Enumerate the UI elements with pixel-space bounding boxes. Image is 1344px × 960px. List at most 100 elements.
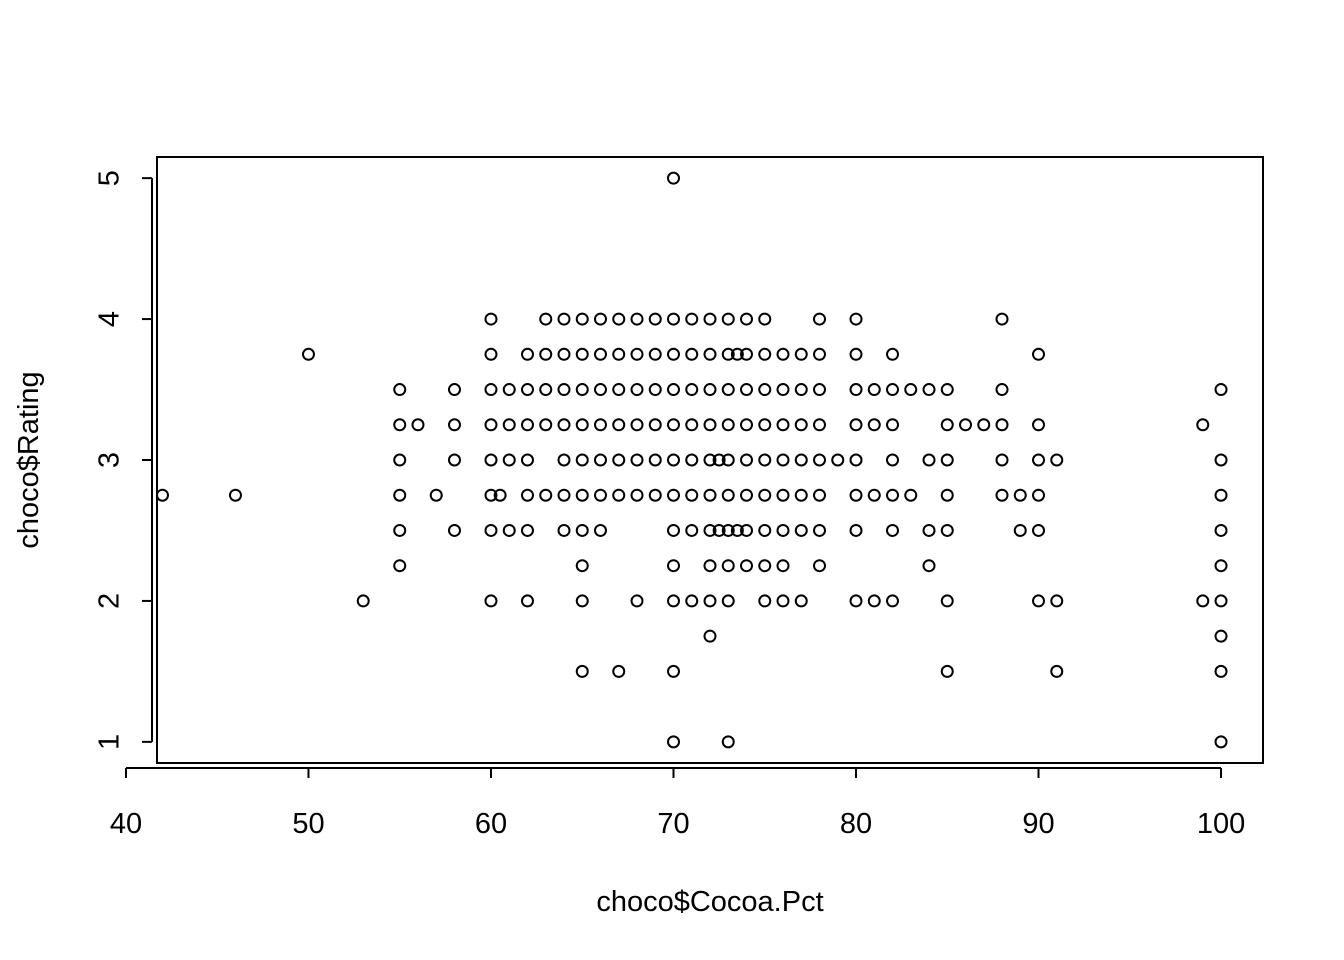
data-point xyxy=(666,418,680,432)
data-point xyxy=(557,312,571,326)
x-axis: 40 50 60 70 80 90 100 xyxy=(110,767,1245,840)
data-point xyxy=(849,347,863,361)
data-point xyxy=(721,488,735,502)
data-point xyxy=(886,453,900,467)
data-point xyxy=(922,523,936,537)
y-tick-label: 1 xyxy=(94,734,126,750)
data-point xyxy=(977,418,991,432)
data-point xyxy=(794,594,808,608)
data-point xyxy=(612,453,626,467)
data-point xyxy=(612,488,626,502)
data-point xyxy=(940,664,954,678)
data-point xyxy=(666,347,680,361)
data-point xyxy=(831,453,845,467)
data-point xyxy=(630,594,644,608)
data-point xyxy=(776,594,790,608)
data-point xyxy=(612,312,626,326)
data-point xyxy=(575,383,589,397)
data-point xyxy=(1214,453,1228,467)
data-point xyxy=(758,523,772,537)
data-point xyxy=(886,488,900,502)
data-point xyxy=(520,347,534,361)
data-point xyxy=(922,383,936,397)
data-point xyxy=(813,418,827,432)
data-point xyxy=(685,312,699,326)
data-point xyxy=(648,418,662,432)
data-point xyxy=(393,418,407,432)
data-point xyxy=(886,523,900,537)
data-point xyxy=(721,523,735,537)
data-point xyxy=(1050,453,1064,467)
data-point xyxy=(557,347,571,361)
data-point xyxy=(685,383,699,397)
data-point xyxy=(557,418,571,432)
x-tick-label: 60 xyxy=(475,808,507,840)
data-point xyxy=(703,629,717,643)
data-point xyxy=(794,453,808,467)
data-point xyxy=(429,488,443,502)
data-point xyxy=(630,312,644,326)
y-tick-label: 4 xyxy=(94,311,126,327)
data-point xyxy=(1196,418,1210,432)
data-point xyxy=(593,453,607,467)
y-tick-label: 5 xyxy=(94,170,126,186)
data-point xyxy=(484,383,498,397)
x-tick-label: 100 xyxy=(1197,808,1245,840)
data-point xyxy=(813,559,827,573)
x-tick-label: 80 xyxy=(840,808,872,840)
data-point xyxy=(740,488,754,502)
data-point xyxy=(758,488,772,502)
data-point xyxy=(721,453,735,467)
data-point xyxy=(1214,594,1228,608)
data-point xyxy=(1214,523,1228,537)
y-axis-label: choco$Rating xyxy=(13,371,45,548)
data-point xyxy=(1050,594,1064,608)
data-point xyxy=(703,559,717,573)
data-point xyxy=(904,383,918,397)
data-point xyxy=(520,453,534,467)
data-point xyxy=(411,418,425,432)
data-point xyxy=(502,383,516,397)
data-point xyxy=(593,347,607,361)
data-point xyxy=(813,488,827,502)
data-point xyxy=(721,735,735,749)
data-point xyxy=(484,347,498,361)
plot-frame xyxy=(156,156,1264,764)
data-point xyxy=(1032,488,1046,502)
data-point xyxy=(484,488,498,502)
data-point xyxy=(758,347,772,361)
data-point xyxy=(730,523,744,537)
x-tick-label: 40 xyxy=(110,808,142,840)
data-point xyxy=(593,418,607,432)
data-point xyxy=(1032,594,1046,608)
data-point xyxy=(995,453,1009,467)
data-point xyxy=(575,347,589,361)
data-point xyxy=(1196,594,1210,608)
data-point xyxy=(393,523,407,537)
data-point xyxy=(721,559,735,573)
data-point xyxy=(630,383,644,397)
data-point xyxy=(794,418,808,432)
data-point xyxy=(740,523,754,537)
data-point xyxy=(776,453,790,467)
data-point xyxy=(557,453,571,467)
data-point xyxy=(940,488,954,502)
data-point xyxy=(520,594,534,608)
data-point xyxy=(703,594,717,608)
data-point xyxy=(740,383,754,397)
data-point xyxy=(484,594,498,608)
data-point xyxy=(630,453,644,467)
data-point xyxy=(776,383,790,397)
data-point xyxy=(557,523,571,537)
data-point xyxy=(557,383,571,397)
data-point xyxy=(593,523,607,537)
data-point xyxy=(794,383,808,397)
y-tick-label: 2 xyxy=(94,593,126,609)
data-point xyxy=(666,312,680,326)
data-point xyxy=(959,418,973,432)
data-point xyxy=(648,383,662,397)
data-point xyxy=(740,453,754,467)
data-point xyxy=(922,559,936,573)
data-point xyxy=(813,383,827,397)
